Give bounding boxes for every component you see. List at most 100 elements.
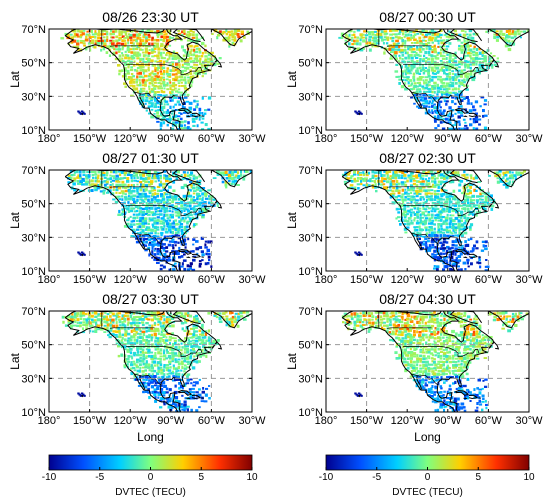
dvtec-cell: [193, 223, 196, 227]
dvtec-cell: [148, 373, 151, 377]
dvtec-cell: [400, 70, 405, 73]
dvtec-cell: [174, 252, 178, 255]
dvtec-cell: [433, 267, 437, 270]
dvtec-cell: [109, 318, 112, 322]
dvtec-cell: [156, 258, 160, 262]
dvtec-cell: [436, 96, 440, 100]
dvtec-cell: [472, 120, 477, 124]
dvtec-cell: [436, 340, 440, 343]
dvtec-cell: [94, 171, 97, 174]
dvtec-cell: [455, 258, 458, 263]
dvtec-cell: [424, 379, 428, 382]
dvtec-cell: [350, 312, 353, 316]
dvtec-cell: [475, 63, 478, 66]
dvtec-cell: [132, 75, 135, 78]
dvtec-cell: [141, 336, 144, 339]
dvtec-cell: [397, 216, 401, 219]
dvtec-cell: [451, 195, 454, 198]
dvtec-cell: [99, 190, 104, 193]
dvtec-cell: [144, 206, 148, 210]
dvtec-cell: [185, 66, 190, 70]
dvtec-cell: [177, 88, 181, 91]
dvtec-cell: [421, 180, 425, 183]
dvtec-cell: [465, 96, 469, 99]
dvtec-cell: [138, 363, 142, 366]
dvtec-cell: [109, 42, 112, 45]
dvtec-cell: [154, 343, 158, 346]
dvtec-cell: [484, 203, 487, 207]
dvtec-cell: [147, 228, 151, 232]
dvtec-cell: [426, 189, 431, 192]
dvtec-cell: [228, 44, 231, 48]
dvtec-cell: [139, 330, 142, 333]
dvtec-cell: [372, 321, 375, 325]
dvtec-cell: [201, 208, 206, 211]
dvtec-cell: [121, 317, 125, 320]
dvtec-cell: [144, 54, 147, 57]
dvtec-cell: [105, 51, 109, 54]
dvtec-cell: [161, 197, 166, 201]
dvtec-cell: [439, 406, 443, 409]
dvtec-cell: [401, 351, 405, 355]
dvtec-cell: [478, 63, 482, 67]
dvtec-cell: [466, 207, 470, 211]
dvtec-cell: [93, 46, 97, 49]
dvtec-cell: [112, 170, 116, 174]
dvtec-cell: [457, 100, 462, 103]
dvtec-cell: [364, 34, 369, 37]
dvtec-cell: [450, 59, 455, 62]
dvtec-cell: [181, 45, 184, 49]
dvtec-cell: [356, 183, 361, 186]
dvtec-cell: [442, 247, 447, 250]
dvtec-cell: [374, 321, 378, 325]
dvtec-cell: [204, 197, 209, 200]
dvtec-cell: [194, 45, 199, 47]
dvtec-cell: [141, 231, 145, 234]
dvtec-cell: [163, 364, 166, 367]
dvtec-cell: [82, 318, 86, 321]
dvtec-cell: [445, 241, 449, 244]
dvtec-cell: [434, 369, 437, 372]
dvtec-cell: [427, 68, 430, 72]
dvtec-cell: [395, 39, 399, 43]
coastline: [126, 346, 203, 358]
dvtec-cell: [135, 237, 139, 240]
dvtec-cell: [165, 35, 170, 39]
dvtec-cell: [458, 127, 461, 130]
dvtec-cell: [171, 354, 175, 358]
dvtec-cell: [153, 50, 157, 53]
dvtec-cell: [439, 109, 442, 113]
dvtec-cell: [156, 363, 159, 367]
dvtec-cell: [484, 244, 488, 247]
dvtec-cell: [129, 186, 132, 190]
dvtec-cell: [183, 225, 187, 229]
dvtec-cell: [364, 44, 369, 48]
dvtec-cell: [452, 53, 456, 57]
dvtec-cell: [388, 331, 391, 334]
dvtec-cell: [439, 68, 443, 72]
dvtec-cell: [132, 194, 137, 198]
dvtec-cell: [443, 189, 446, 192]
dvtec-cell: [159, 76, 163, 79]
dvtec-cell: [510, 32, 514, 36]
dvtec-cell: [421, 360, 426, 364]
dvtec-cell: [236, 319, 240, 322]
dvtec-cell: [157, 210, 161, 213]
dvtec-cell: [478, 71, 481, 75]
dvtec-cell: [482, 109, 485, 113]
dvtec-cell: [467, 213, 470, 216]
dvtec-cell: [415, 98, 419, 102]
dvtec-cell: [183, 329, 187, 332]
dvtec-cell: [416, 39, 419, 42]
dvtec-cell: [431, 373, 434, 376]
dvtec-cell: [436, 332, 439, 335]
dvtec-cell: [427, 394, 431, 397]
dvtec-cell: [389, 57, 393, 60]
dvtec-cell: [157, 66, 161, 69]
dvtec-cell: [457, 222, 461, 227]
dvtec-cell: [416, 170, 420, 174]
dvtec-cell: [154, 381, 157, 385]
dvtec-cell: [425, 246, 428, 250]
dvtec-cell: [174, 38, 177, 42]
dvtec-cell: [394, 170, 398, 174]
